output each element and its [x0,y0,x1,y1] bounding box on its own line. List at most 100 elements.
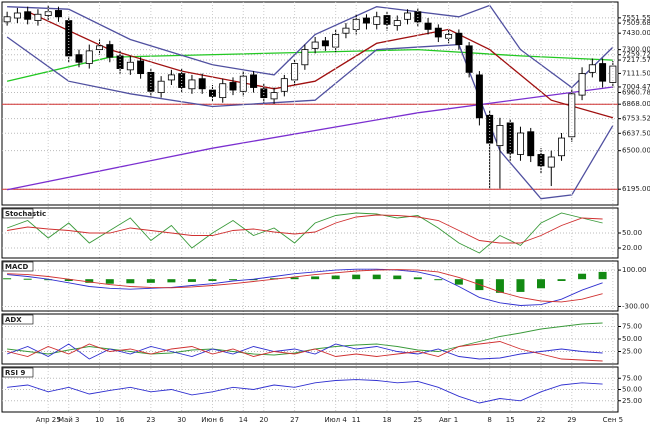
panel-frame [1,260,619,312]
bar [187,279,196,282]
x-tick-label: 30 [177,416,186,424]
y-tick-label: 25.00 [622,348,642,356]
candle-body [383,15,391,25]
x-tick-label: 20 [259,416,268,424]
bar [516,279,525,292]
candle-body [362,17,370,24]
candle-body [106,44,114,58]
bar [537,279,545,289]
candle-body [301,49,309,66]
x-tick-label: Май 3 [58,416,80,424]
candle-body [167,74,175,81]
x-tick-label: Июл 4 [325,416,348,424]
x-tick-label: Авг 1 [439,416,458,424]
x-tick-label: 14 [239,416,248,424]
candle-body [393,20,401,27]
candle-body [527,131,535,157]
bar [598,271,607,280]
candle-body [137,60,145,75]
candle-body [208,89,216,97]
bar [208,279,217,281]
panel-title: Stochastic [5,210,46,218]
y-tick-label: 6500.00 [622,147,650,155]
bar [290,277,299,280]
y-tick-label: 7300.00 [622,46,650,54]
candle-body [599,63,607,82]
candle-body [455,32,463,45]
x-tick-label: 29 [567,416,576,424]
bar [44,279,53,281]
y-tick-label: 20.00 [622,244,642,252]
candle-body [260,88,268,99]
candle-body [147,71,155,92]
candle-body [424,22,432,30]
candle-body [75,54,83,63]
candle-body [465,45,473,73]
candle-body [321,40,329,47]
y-tick-label: 75.00 [622,323,642,331]
candle-body [537,154,545,167]
candle-body [3,16,11,23]
y-tick-label: 7259.72 [622,51,650,59]
y-tick-label: 6960.78 [622,88,650,96]
candle-body [311,41,319,49]
candle-body [157,80,165,93]
bar [352,274,361,280]
candle-body [34,13,42,21]
x-tick-label: 15 [506,416,515,424]
y-tick-label: 6868.00 [622,100,650,108]
bar [146,279,155,283]
y-tick-label: 50.00 [622,229,642,237]
line [7,379,603,404]
candle-body [506,122,514,154]
bar [578,273,587,280]
candle-body [588,64,596,73]
y-tick-label: 50.00 [622,335,642,343]
bar [23,278,32,280]
candle-body [547,156,555,168]
candle-body [434,27,442,38]
candle-body [126,61,134,71]
bar [495,279,504,293]
bar [393,275,402,280]
y-tick-label: 7430.00 [622,29,650,37]
line [7,4,614,89]
y-tick-label: -300.00 [622,302,649,310]
line [6,341,603,362]
bar [454,279,463,285]
candle-body [219,83,227,99]
x-tick-label: 23 [146,416,155,424]
candle-body [568,93,576,138]
candle-body [198,78,206,90]
y-tick-label: 100.00 [622,266,647,274]
candle-body [85,50,93,64]
panel-title-box [2,367,34,378]
y-tick-label: 50.00 [622,386,642,394]
bar [105,279,114,284]
line [7,214,603,244]
candle-body [373,16,381,25]
x-tick-label: 18 [383,416,392,424]
candle-body [475,74,483,119]
candle-body [270,92,278,100]
y-tick-label: 7111.50 [622,69,650,77]
candle-body [54,10,62,18]
y-tick-label: 7004.47 [622,83,650,91]
bar [167,279,176,283]
y-tick-label: 6637.50 [622,129,650,137]
x-tick-label: 10 [95,416,104,424]
x-tick-label: 16 [116,416,125,424]
x-tick-label: 11 [352,416,361,424]
x-tick-label: 27 [290,416,299,424]
panel-title: MACD [5,263,29,271]
candle-body [24,11,32,20]
y-tick-label: 6195.00 [622,185,650,193]
candle-body [404,12,412,20]
line [7,268,603,306]
y-tick-label: 7509.68 [622,19,650,27]
y-tick-label: 75.00 [622,374,642,382]
line [7,322,603,356]
y-tick-label: 6753.52 [622,115,650,123]
